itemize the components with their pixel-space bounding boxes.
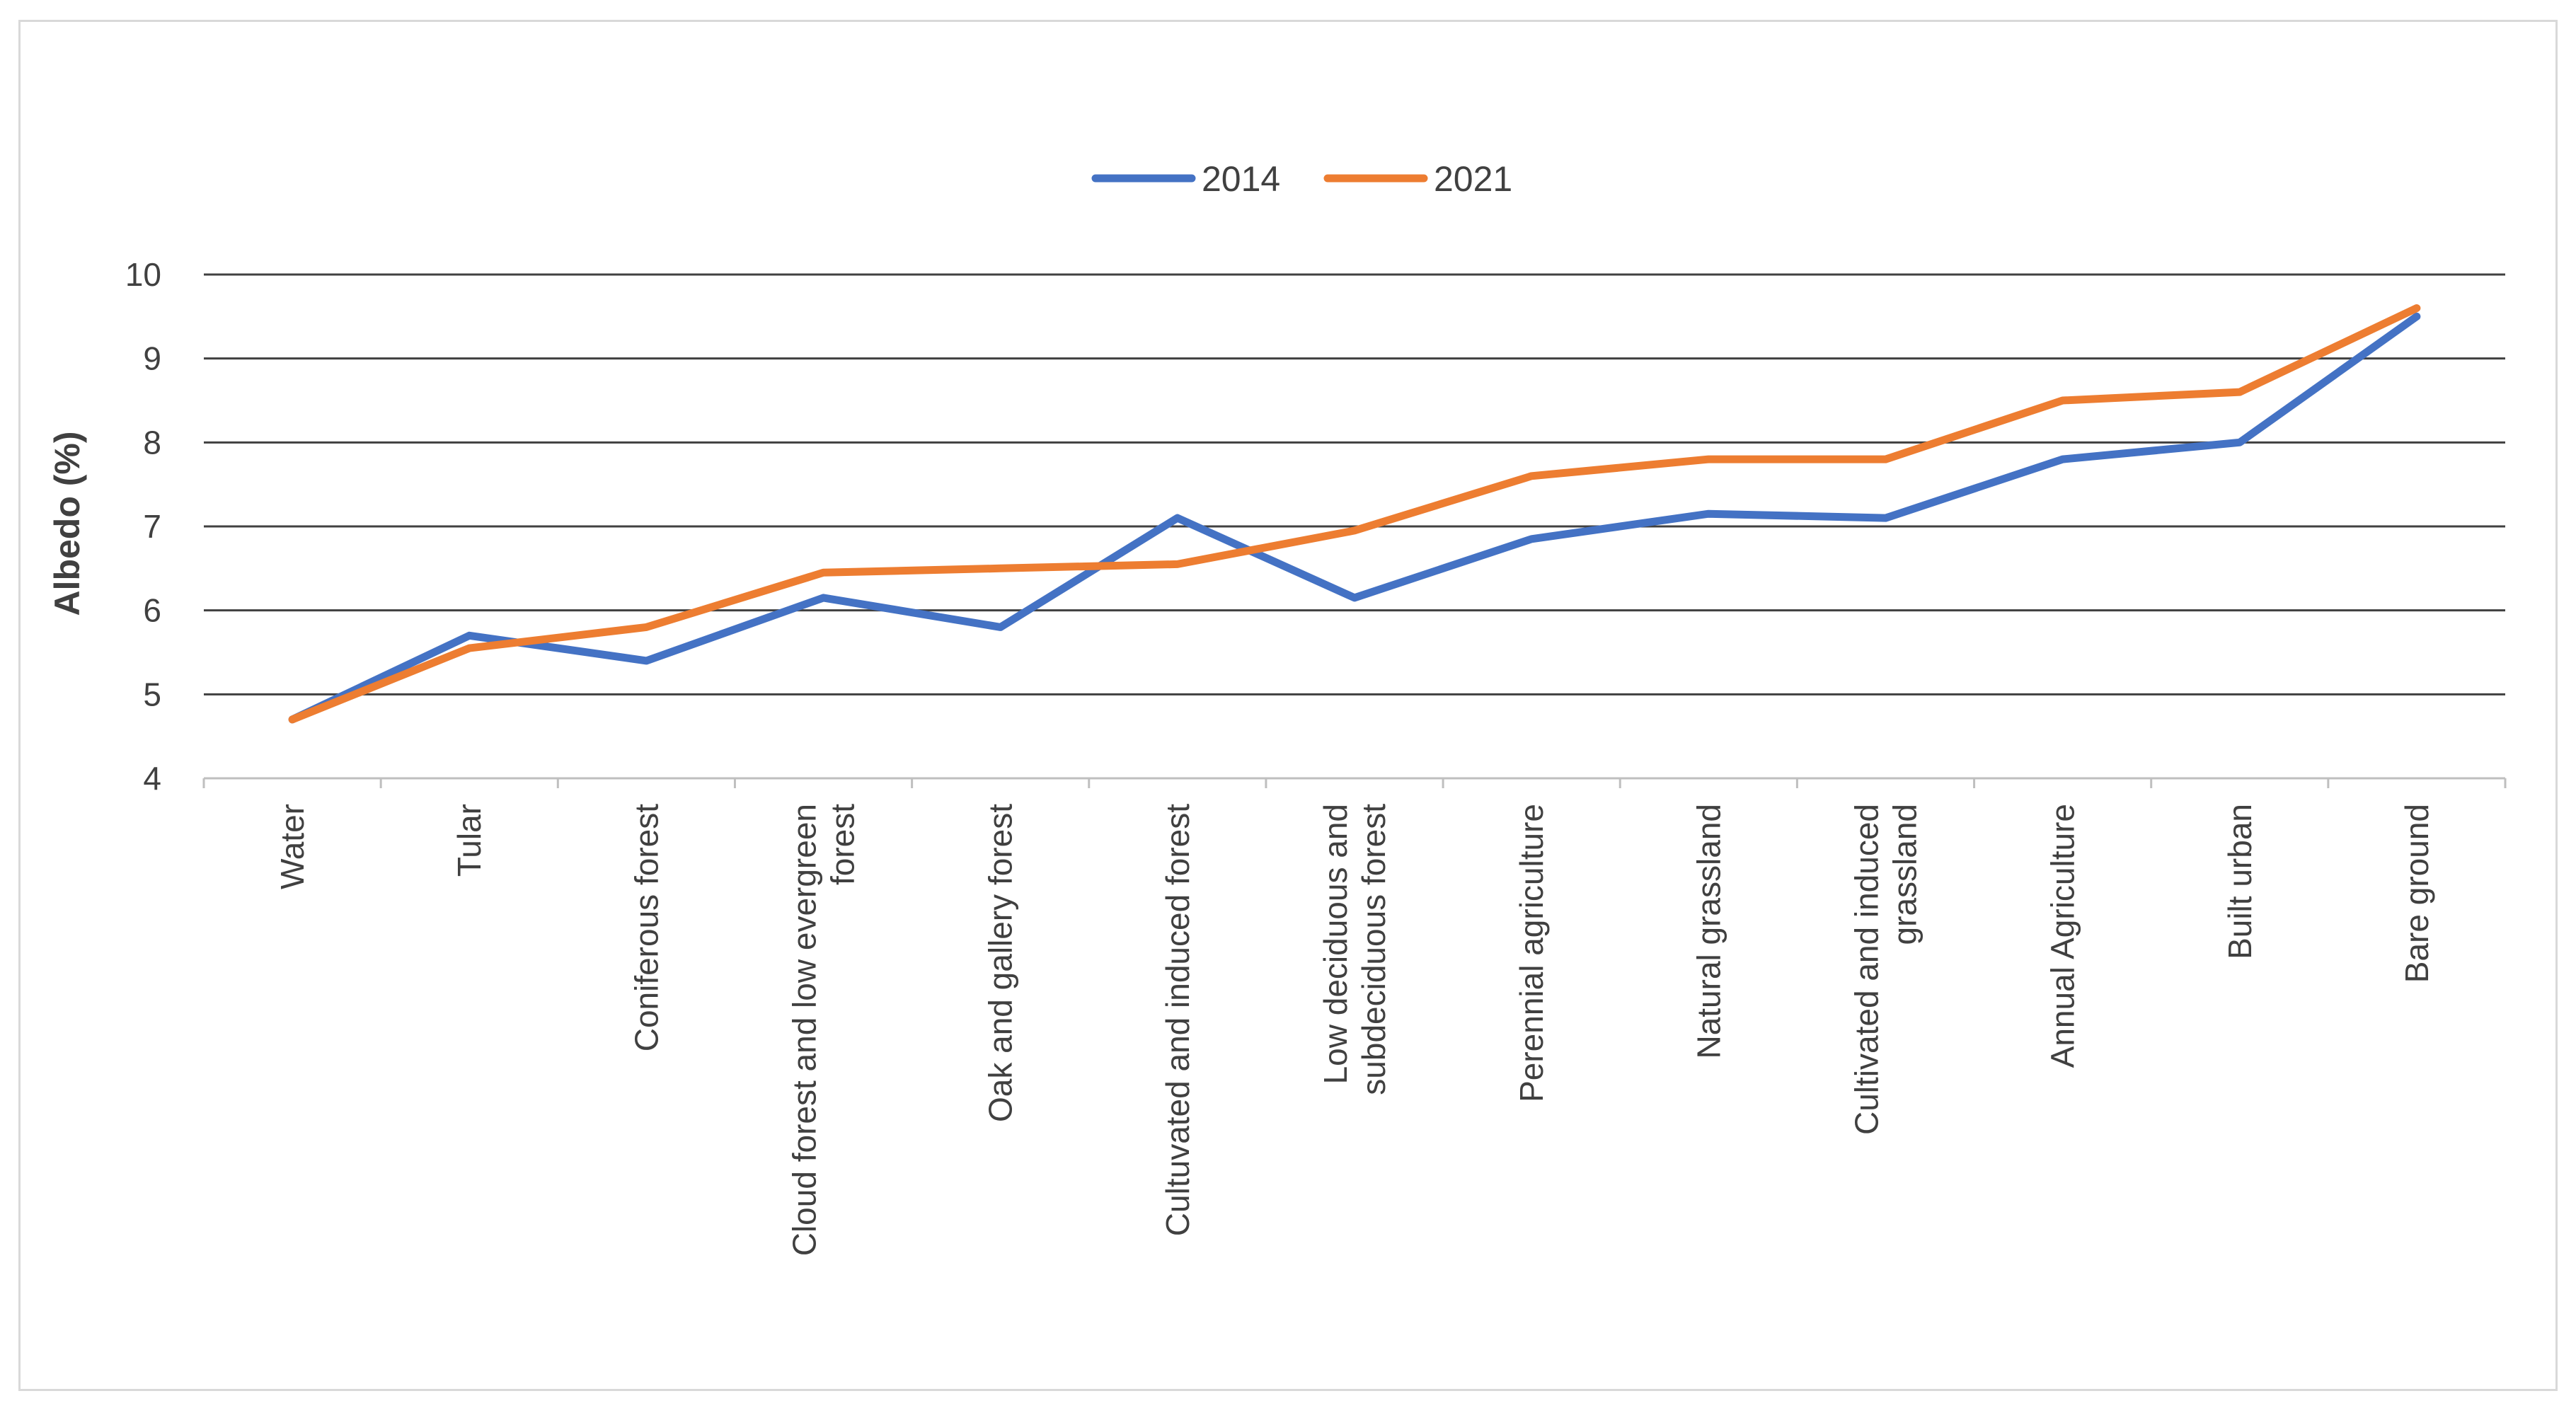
x-category-label: Water — [274, 804, 311, 889]
y-tick-label-10: 10 — [125, 256, 161, 293]
y-tick-label-4: 4 — [143, 760, 161, 797]
x-category-label: Oak and gallery forest — [982, 804, 1019, 1122]
series-lines — [288, 304, 2421, 724]
x-category-label: Built urban — [2221, 804, 2258, 959]
x-category-label-line: Cultuvated and induced forest — [1159, 804, 1196, 1236]
x-category-label-line: Coniferous forest — [628, 804, 665, 1051]
gridlines — [204, 273, 2505, 696]
legend: 2014 2021 — [1091, 159, 1512, 199]
y-axis-label: Albedo (%) — [47, 431, 87, 616]
x-category-label-line: Bare ground — [2398, 804, 2435, 983]
x-category-label-line: Water — [274, 804, 311, 889]
x-category-label: Cultuvated and induced forest — [1159, 804, 1196, 1236]
x-category-label-line: forest — [824, 804, 861, 885]
y-tick-label-6: 6 — [143, 592, 161, 629]
x-category-label-line: Cloud forest and low evergreen — [786, 804, 823, 1256]
x-category-label: Perennial agriculture — [1513, 804, 1550, 1102]
x-category-label: Annual Agriculture — [2045, 804, 2081, 1068]
x-category-label-line: Low deciduous and — [1317, 804, 1354, 1084]
legend-label-2014: 2014 — [1202, 159, 1280, 199]
x-category-label-line: Annual Agriculture — [2045, 804, 2081, 1068]
x-category-label-line: Cultivated and induced — [1848, 804, 1885, 1135]
x-category-label: Low deciduous and subdeciduous forest — [1317, 804, 1392, 1095]
x-category-label-line: grassland — [1886, 804, 1923, 945]
x-category-label-line: Tular — [451, 804, 488, 877]
y-tick-labels: 4 5 6 7 8 9 10 — [125, 256, 161, 797]
y-tick-label-8: 8 — [143, 424, 161, 461]
x-category-labels: Water Tular Coniferous forest Cloud forest … — [274, 804, 2435, 1256]
y-tick-label-5: 5 — [143, 676, 161, 712]
chart-frame — [18, 20, 2558, 1391]
y-tick-label-9: 9 — [143, 340, 161, 377]
x-category-label: Natural grassland — [1690, 804, 1727, 1059]
x-category-label-line: Perennial agriculture — [1513, 804, 1550, 1102]
x-category-label: Coniferous forest — [628, 804, 665, 1051]
series-line-2021 — [288, 304, 2421, 724]
x-category-label: Cloud forest and low evergreen forest — [786, 804, 861, 1256]
x-category-label: Tular — [451, 804, 488, 877]
x-category-label-line: Built urban — [2221, 804, 2258, 959]
x-category-label: Bare ground — [2398, 804, 2435, 983]
x-category-label: Cultivated and induced grassland — [1848, 804, 1923, 1135]
x-category-label-line: subdeciduous forest — [1355, 804, 1392, 1095]
x-category-label-line: Natural grassland — [1690, 804, 1727, 1059]
x-category-label-line: Oak and gallery forest — [982, 804, 1019, 1122]
series-line-2014 — [288, 312, 2421, 724]
axes — [202, 777, 2507, 788]
legend-label-2021: 2021 — [1434, 159, 1512, 199]
y-tick-label-7: 7 — [143, 508, 161, 545]
